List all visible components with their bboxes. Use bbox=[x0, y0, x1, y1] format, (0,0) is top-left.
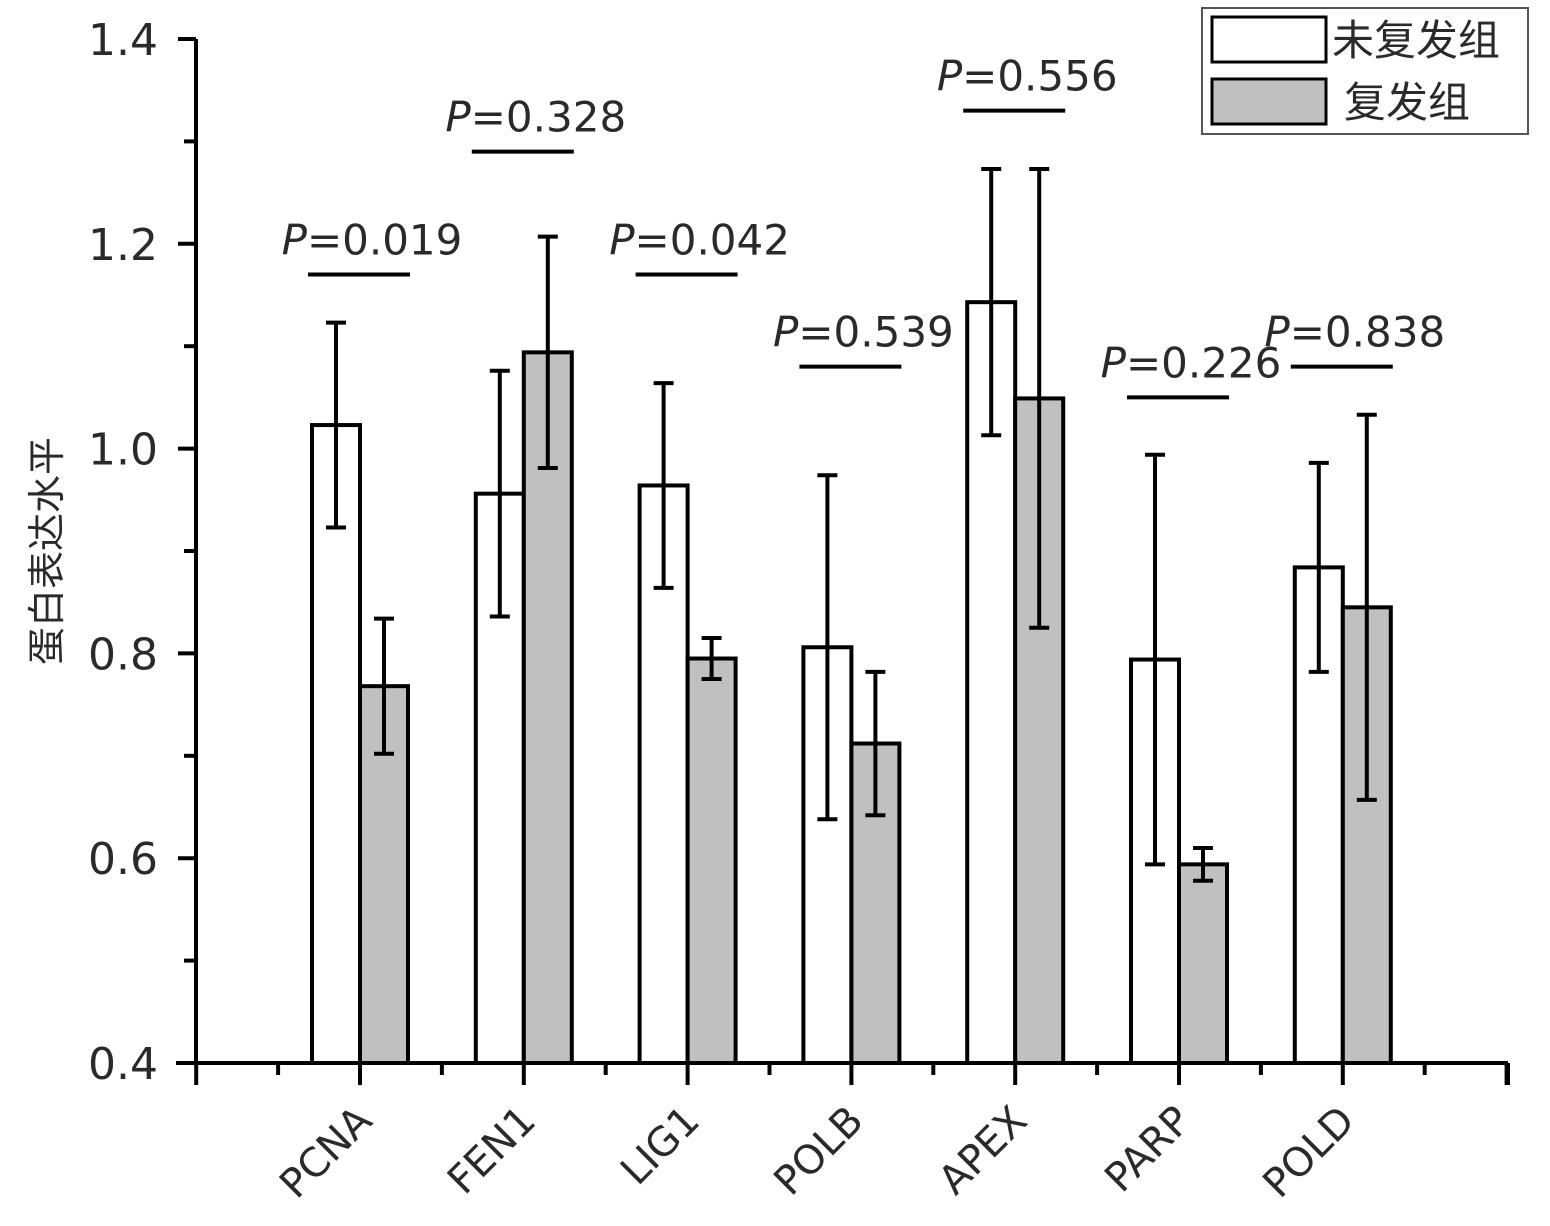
x-tick-label: POLB bbox=[765, 1098, 872, 1205]
bar-non-recurrence bbox=[310, 423, 362, 1066]
legend-swatch-recurrence bbox=[1210, 77, 1328, 126]
x-tick-label: POLD bbox=[1254, 1098, 1363, 1207]
y-axis-title: 蛋白表达水平 bbox=[25, 437, 69, 665]
y-axis-title-group: 蛋白表达水平 bbox=[25, 437, 69, 665]
y-tick-label: 0.4 bbox=[88, 1039, 158, 1090]
x-tick-label: PCNA bbox=[271, 1097, 381, 1207]
x-tick-label: APEX bbox=[930, 1098, 1036, 1204]
p-value-label: P=0.328 bbox=[445, 93, 626, 142]
p-value-label: P=0.556 bbox=[937, 52, 1118, 101]
y-tick-label: 1.0 bbox=[88, 425, 158, 476]
bars bbox=[310, 300, 1393, 1066]
x-tick-label: FEN1 bbox=[439, 1098, 545, 1204]
p-value-label: P=0.838 bbox=[1264, 308, 1445, 357]
y-tick-label: 0.8 bbox=[88, 629, 158, 680]
bar-recurrence bbox=[685, 656, 738, 1066]
bar-non-recurrence bbox=[1292, 565, 1345, 1065]
y-tick-label: 1.4 bbox=[88, 15, 158, 66]
legend-swatch-non-recurrence bbox=[1210, 15, 1328, 64]
x-tick-label: LIG1 bbox=[612, 1098, 709, 1195]
bar-recurrence bbox=[1177, 862, 1229, 1065]
error-bars bbox=[326, 167, 1377, 883]
y-tick-label: 0.6 bbox=[88, 834, 158, 885]
p-value-annotations: P=0.019 P=0.328 P=0.042 P=0.539 P=0.556 P=0.2… bbox=[282, 52, 1445, 400]
p-value-label: P=0.226 bbox=[1101, 338, 1282, 387]
p-value-label: P=0.042 bbox=[609, 216, 790, 265]
p-value-label: P=0.019 bbox=[282, 216, 463, 265]
x-tick-label: PARP bbox=[1096, 1098, 1200, 1202]
legend-label: 复发组 bbox=[1344, 78, 1470, 127]
y-tick-label: 1.2 bbox=[88, 220, 158, 271]
legend-label: 未复发组 bbox=[1332, 16, 1500, 65]
p-value-label: P=0.539 bbox=[773, 308, 954, 357]
